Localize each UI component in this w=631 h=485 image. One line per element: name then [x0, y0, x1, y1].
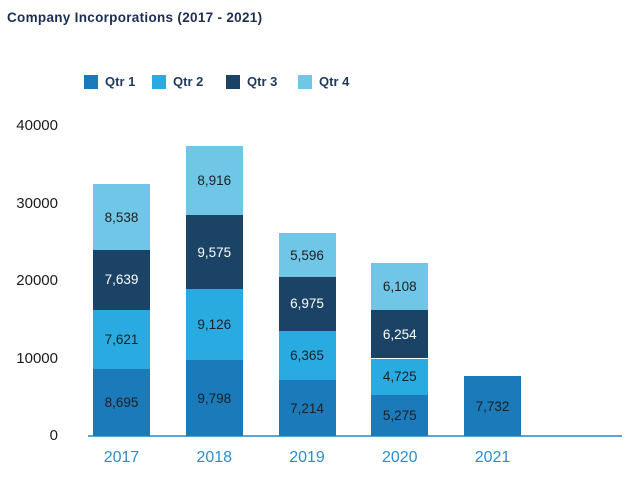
x-axis-label-2018: 2018 [196, 449, 233, 466]
bar-segment-2019-qtr4: 5,596 [278, 233, 336, 277]
bar-segment-2017-qtr2: 7,621 [93, 309, 150, 369]
y-axis-tick-label: 20000 [16, 272, 58, 289]
bar-segment-2018-qtr2: 9,126 [185, 289, 243, 361]
bar-value-label: 6,108 [382, 278, 417, 294]
x-axis-label-2020: 2020 [381, 449, 418, 466]
legend-label-qtr3: Qtr 3 [247, 74, 278, 89]
bar-segment-2020-qtr3: 6,254 [371, 310, 429, 359]
bar-value-label: 5,596 [290, 247, 324, 263]
y-axis-tick-label: 10000 [16, 349, 58, 367]
bar-value-label: 8,695 [104, 394, 139, 410]
y-axis-tick-label: 40000 [16, 117, 58, 134]
legend-swatch-qtr4-icon [298, 74, 312, 89]
bar-value-label: 9,575 [197, 244, 232, 260]
bar-segment-2017-qtr1: 8,695 [93, 368, 150, 436]
chart-title: Company Incorporations (2017 - 2021) [7, 10, 263, 25]
bar-value-label: 6,975 [290, 296, 324, 312]
legend-label-qtr2: Qtr 2 [173, 74, 204, 89]
bar-segment-2017-qtr4: 8,538 [93, 184, 150, 251]
bar-segment-2020-qtr1: 5,275 [371, 395, 429, 436]
bar-segment-2018-qtr3: 9,575 [185, 215, 243, 290]
legend-label-qtr4: Qtr 4 [319, 74, 350, 89]
x-axis-label-2021: 2021 [474, 449, 511, 466]
legend: Qtr 1 Qtr 2 Qtr 3 Qtr 4 [0, 73, 631, 91]
bar-value-label: 6,365 [290, 347, 324, 363]
legend-item-qtr3: Qtr 3 [226, 73, 277, 90]
bar-segment-2018-qtr1: 9,798 [185, 360, 243, 436]
bar-value-label: 7,639 [104, 272, 139, 288]
bar-value-label: 8,538 [104, 209, 139, 225]
bar-segment-2019-qtr1: 7,214 [278, 380, 336, 436]
bar-segment-2017-qtr3: 7,639 [93, 250, 150, 310]
bar-value-label: 7,621 [104, 331, 139, 347]
bar-value-label: 9,798 [197, 390, 232, 406]
legend-item-qtr2: Qtr 2 [152, 73, 203, 90]
bar-segment-2018-qtr4: 8,916 [185, 146, 243, 216]
x-axis-line [88, 435, 622, 437]
bar-segment-2019-qtr3: 6,975 [278, 276, 336, 331]
bar-value-label: 7,214 [290, 400, 324, 416]
legend-item-qtr4: Qtr 4 [298, 73, 349, 90]
x-axis-label-2017: 2017 [103, 449, 140, 466]
legend-swatch-qtr2-icon [152, 74, 166, 89]
bar-value-label: 7,732 [475, 398, 510, 414]
bar-value-label: 9,126 [197, 317, 232, 333]
bar-value-label: 8,916 [197, 173, 232, 189]
bar-segment-2020-qtr2: 4,725 [371, 358, 429, 396]
bar-value-label: 5,275 [382, 408, 417, 424]
legend-label-qtr1: Qtr 1 [105, 74, 136, 89]
bar-segment-2019-qtr2: 6,365 [278, 330, 336, 381]
legend-item-qtr1: Qtr 1 [84, 73, 135, 90]
bar-segment-2020-qtr4: 6,108 [371, 262, 429, 311]
legend-swatch-qtr3-icon [226, 74, 240, 89]
y-axis-tick-label: 0 [49, 427, 58, 444]
legend-swatch-qtr1-icon [84, 74, 98, 89]
x-axis-label-2019: 2019 [289, 449, 325, 466]
bar-value-label: 6,254 [382, 326, 417, 342]
bar-segment-2021-qtr1: 7,732 [464, 376, 521, 436]
bar-value-label: 4,725 [382, 369, 417, 385]
y-axis-tick-label: 30000 [16, 194, 58, 212]
